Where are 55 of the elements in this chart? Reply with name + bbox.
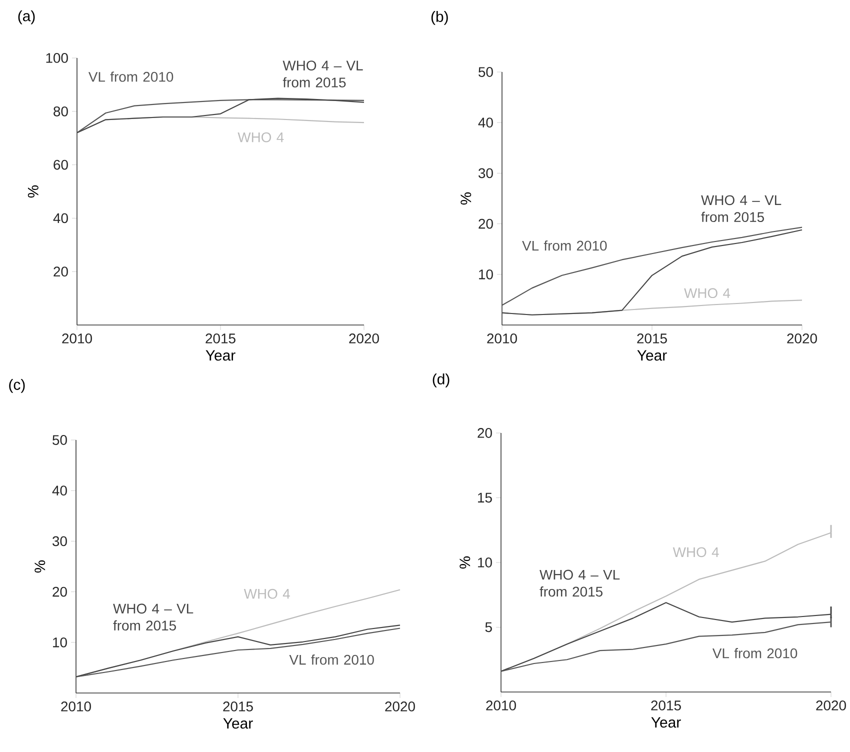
y-axis-title: % <box>34 560 46 573</box>
y-tick-label: 50 <box>478 67 493 77</box>
y-tick-label: 20 <box>478 218 493 229</box>
series-label: VL from 2010 <box>522 240 607 251</box>
x-tick-label: 2020 <box>385 702 415 712</box>
series-label: WHO 4 <box>672 547 719 558</box>
y-tick-label: 20 <box>54 266 68 277</box>
x-axis-title: Year <box>637 350 667 361</box>
x-tick-label: 2010 <box>487 334 517 344</box>
x-tick-label: 2015 <box>637 334 667 344</box>
y-tick-label: 20 <box>52 586 67 597</box>
y-tick-label: 50 <box>52 435 67 445</box>
x-axis-title: Year <box>651 717 681 728</box>
chart-title: (c) <box>9 378 25 393</box>
series-label: VL from 2010 <box>88 72 174 82</box>
y-tick-label: 5 <box>485 622 492 632</box>
y-axis-title: % <box>460 556 470 569</box>
y-tick-label: 80 <box>54 106 68 116</box>
x-tick-label: 2020 <box>349 334 379 344</box>
y-tick-label: 100 <box>46 53 68 63</box>
series-label: WHO 4 – VL from 2015 <box>540 570 620 597</box>
series-label: WHO 4 – VL from 2015 <box>282 60 363 88</box>
x-axis-title: Year <box>206 350 236 361</box>
y-axis-title: % <box>460 192 472 205</box>
series-label: WHO 4 <box>244 588 290 599</box>
x-tick-label: 2010 <box>486 700 516 710</box>
x-tick-label: 2015 <box>206 334 236 344</box>
x-tick-label: 2010 <box>61 702 91 712</box>
y-tick-label: 20 <box>478 428 492 438</box>
series-label: VL from 2010 <box>289 654 374 665</box>
x-tick-label: 2015 <box>651 700 681 710</box>
legend-label: VL from 2010 <box>712 648 798 658</box>
series-label: WHO 4 – VL from 2015 <box>701 195 782 222</box>
chart-title: (d) <box>432 373 450 388</box>
y-tick-label: 30 <box>478 168 493 178</box>
x-axis-title: Year <box>223 718 253 729</box>
series-label: WHO 4 – VL from 2015 <box>113 604 194 631</box>
y-tick-label: 10 <box>478 558 492 568</box>
series-label: WHO 4 <box>684 288 730 298</box>
y-tick-label: 60 <box>54 160 68 170</box>
y-tick-label: 40 <box>52 486 67 496</box>
y-tick-label: 10 <box>53 637 67 648</box>
y-tick-label: 40 <box>53 213 68 224</box>
x-tick-label: 2020 <box>816 700 846 710</box>
y-axis-title: % <box>28 185 38 198</box>
x-tick-label: 2015 <box>223 702 253 712</box>
y-tick-label: 30 <box>52 536 67 546</box>
chart-title: (a) <box>18 10 35 24</box>
y-tick-label: 40 <box>478 118 493 128</box>
x-tick-label: 2020 <box>787 334 817 344</box>
x-tick-label: 2010 <box>62 334 92 344</box>
y-tick-label: 15 <box>478 492 492 503</box>
y-tick-label: 10 <box>479 269 493 280</box>
chart-title: (b) <box>431 10 448 25</box>
series-label: WHO 4 <box>238 132 284 142</box>
